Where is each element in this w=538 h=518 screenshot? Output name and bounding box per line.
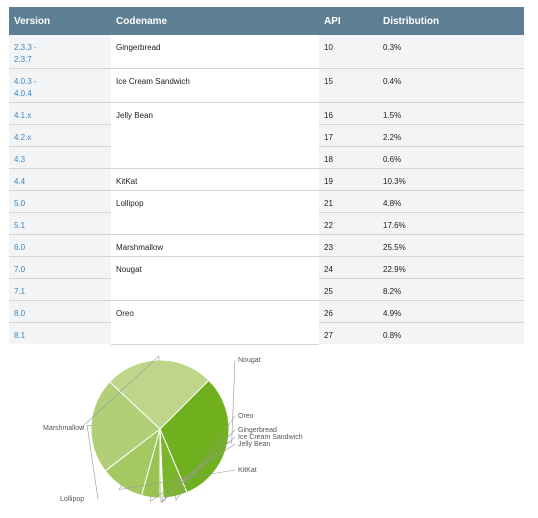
pie-leader-line: [118, 469, 236, 490]
distribution-cell: 0.4%: [378, 68, 524, 103]
table-row: 8.0 Oreo 26 4.9%: [9, 300, 524, 345]
version-link[interactable]: 8.0: [9, 300, 111, 323]
api-cell: 18: [319, 146, 378, 169]
distribution-cell: 10.3%: [378, 168, 524, 191]
distribution-cell: 8.2%: [378, 278, 524, 301]
version-link[interactable]: 4.1.x: [9, 102, 111, 125]
pie-leader-line: [80, 355, 160, 429]
distribution-cell: 0.3%: [378, 35, 524, 69]
pie-leader-line: [174, 415, 236, 501]
table-row: 4.4 KitKat 19 10.3%: [9, 168, 524, 191]
codename-cell: Ice Cream Sandwich: [111, 68, 319, 103]
table-row: 7.0 Nougat 24 22.9%: [9, 256, 524, 301]
distribution-cell: 0.8%: [378, 322, 524, 344]
distribution-cell: 17.6%: [378, 212, 524, 235]
version-link[interactable]: 2.3.3 - 2.3.7: [9, 35, 111, 69]
pie-label-lollipop: Lollipop: [60, 496, 84, 503]
version-link[interactable]: 7.0: [9, 256, 111, 279]
distribution-cell: 0.6%: [378, 146, 524, 169]
distribution-table: Version Codename API Distribution 2.3.3 …: [9, 7, 524, 345]
api-cell: 25: [319, 278, 378, 301]
codename-cell: Lollipop: [111, 190, 319, 235]
pie-label-gingerbread: Gingerbread: [238, 427, 277, 434]
codename-cell: Gingerbread: [111, 35, 319, 69]
codename-cell: Oreo: [111, 300, 319, 345]
codename-cell: Nougat: [111, 256, 319, 301]
api-cell: 21: [319, 190, 378, 213]
header-distribution: Distribution: [378, 7, 524, 35]
api-cell: 26: [319, 300, 378, 323]
version-link[interactable]: 4.0.3 - 4.0.4: [9, 68, 111, 103]
header-codename: Codename: [111, 7, 319, 35]
api-cell: 17: [319, 124, 378, 147]
distribution-cell: 2.2%: [378, 124, 524, 147]
api-cell: 22: [319, 212, 378, 235]
distribution-cell: 1.5%: [378, 102, 524, 125]
version-link[interactable]: 4.3: [9, 146, 111, 169]
distribution-cell: 4.9%: [378, 300, 524, 323]
pie-label-oreo: Oreo: [238, 413, 254, 420]
table-row: 4.2.x 17 2.2%: [9, 124, 524, 147]
codename-cell: Marshmallow: [111, 234, 319, 257]
distribution-cell: 25.5%: [378, 234, 524, 257]
version-link[interactable]: 5.0: [9, 190, 111, 213]
table-row: 4.1.x Jelly Bean 16 1.5%: [9, 102, 524, 169]
table-header-row: Version Codename API Distribution: [9, 7, 524, 35]
pie-label-nougat: Nougat: [238, 357, 261, 364]
header-version: Version: [9, 7, 111, 35]
api-cell: 27: [319, 322, 378, 344]
table-row: 5.1 22 17.6%: [9, 212, 524, 235]
pie-leader-line: [160, 436, 236, 503]
table-row: 5.0 Lollipop 21 4.8%: [9, 190, 524, 235]
pie-label-marshmallow: Marshmallow: [43, 425, 85, 432]
api-cell: 19: [319, 168, 378, 191]
version-link[interactable]: 4.4: [9, 168, 111, 191]
codename-cell: KitKat: [111, 168, 319, 191]
distribution-cell: 4.8%: [378, 190, 524, 213]
version-link[interactable]: 8.1: [9, 322, 111, 344]
version-link[interactable]: 5.1: [9, 212, 111, 235]
api-cell: 10: [319, 35, 378, 69]
table-row: 2.3.3 - 2.3.7 Gingerbread 10 0.3%: [9, 35, 524, 69]
version-link[interactable]: 7.1: [9, 278, 111, 301]
table-row: 4.0.3 - 4.0.4 Ice Cream Sandwich 15 0.4%: [9, 68, 524, 103]
version-link[interactable]: 4.2.x: [9, 124, 111, 147]
api-cell: 15: [319, 68, 378, 103]
api-cell: 24: [319, 256, 378, 279]
table-row: 6.0 Marshmallow 23 25.5%: [9, 234, 524, 257]
pie-label-ice-cream-sandwich: Ice Cream Sandwich: [238, 434, 303, 441]
table-row: 4.3 18 0.6%: [9, 146, 524, 169]
api-cell: 16: [319, 102, 378, 125]
api-cell: 23: [319, 234, 378, 257]
pie-leader-line: [86, 425, 99, 500]
pie-leader-line: [149, 443, 236, 502]
pie-label-jelly-bean: Jelly Bean: [238, 441, 270, 448]
pie-leader-line: [226, 359, 236, 444]
pie-leader-line: [162, 429, 236, 503]
header-api: API: [319, 7, 378, 35]
distribution-cell: 22.9%: [378, 256, 524, 279]
pie-label-kitkat: KitKat: [238, 467, 257, 474]
version-link[interactable]: 6.0: [9, 234, 111, 257]
codename-cell: Jelly Bean: [111, 102, 319, 169]
table-row: 8.1 27 0.8%: [9, 322, 524, 344]
table-row: 7.1 25 8.2%: [9, 278, 524, 301]
